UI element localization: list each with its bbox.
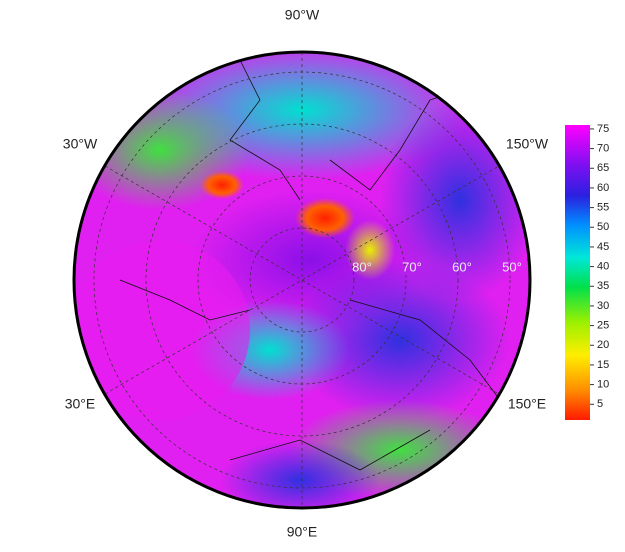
colorbar-label: 45 (597, 241, 609, 253)
graticule (93, 52, 511, 508)
colorbar-label: 20 (597, 339, 609, 351)
colorbar-label: 15 (597, 359, 609, 371)
latitude-label: 50° (502, 259, 522, 274)
colorbar-label: 25 (597, 320, 609, 332)
latitude-label: 80° (352, 259, 372, 274)
map-border (72, 50, 532, 510)
colorbar-label: 55 (597, 202, 609, 214)
latitude-label: 70° (402, 259, 422, 274)
colorbar-label: 60 (597, 182, 609, 194)
latitude-label: 60° (452, 259, 472, 274)
colorbar-label: 40 (597, 261, 609, 273)
longitude-label: 150°E (508, 396, 546, 412)
field (74, 52, 530, 508)
longitude-label: 90°E (287, 524, 318, 540)
colorbar-label: 30 (597, 300, 609, 312)
colorbar-label: 65 (597, 162, 609, 174)
colorbar-label: 5 (597, 398, 603, 410)
longitude-label: 30°E (65, 396, 96, 412)
colorbar-label: 50 (597, 221, 609, 233)
longitude-label: 90°W (285, 7, 320, 23)
longitude-label: 30°W (63, 136, 98, 152)
longitude-label: 150°W (506, 136, 549, 152)
colorbar-label: 70 (597, 143, 609, 155)
colorbar-label: 35 (597, 280, 609, 292)
colorbar-label: 75 (597, 123, 609, 135)
colorbar (565, 125, 590, 420)
colorbar-label: 10 (597, 379, 609, 391)
